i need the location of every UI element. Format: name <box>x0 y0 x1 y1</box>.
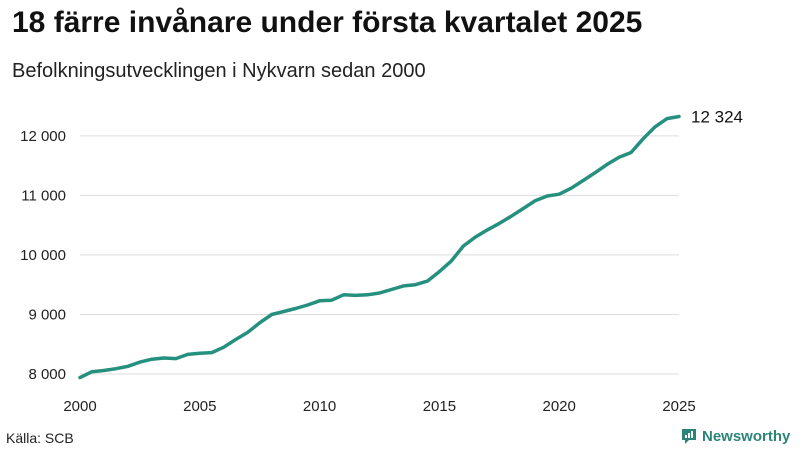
x-tick-label: 2000 <box>63 398 96 415</box>
y-tick-label: 8 000 <box>28 366 66 383</box>
chart-subtitle: Befolkningsutvecklingen i Nykvarn sedan … <box>12 60 426 82</box>
y-axis-ticks: 8 000 9 000 10 000 11 000 12 000 <box>20 128 66 383</box>
end-value-label: 12 324 <box>691 108 743 127</box>
source-note: Källa: SCB <box>6 430 74 446</box>
brand[interactable]: Newsworthy <box>680 427 790 445</box>
x-tick-label: 2005 <box>183 398 216 415</box>
brand-name: Newsworthy <box>702 427 791 445</box>
y-tick-label: 9 000 <box>28 306 66 323</box>
y-tick-label: 10 000 <box>20 247 66 264</box>
x-axis-ticks: 2000 2005 2010 2015 2020 2025 <box>63 398 695 415</box>
y-tick-label: 12 000 <box>20 128 66 145</box>
series-line <box>78 114 681 380</box>
newsworthy-logo-icon <box>682 429 696 444</box>
x-tick-label: 2010 <box>303 398 336 415</box>
x-tick-label: 2020 <box>543 398 576 415</box>
y-tick-label: 11 000 <box>21 187 66 204</box>
gridlines <box>80 135 679 375</box>
x-tick-label: 2015 <box>423 398 456 415</box>
chart-title: 18 färre invånare under första kvartalet… <box>12 6 643 39</box>
series-layer <box>78 114 681 380</box>
x-tick-label: 2025 <box>662 398 695 415</box>
